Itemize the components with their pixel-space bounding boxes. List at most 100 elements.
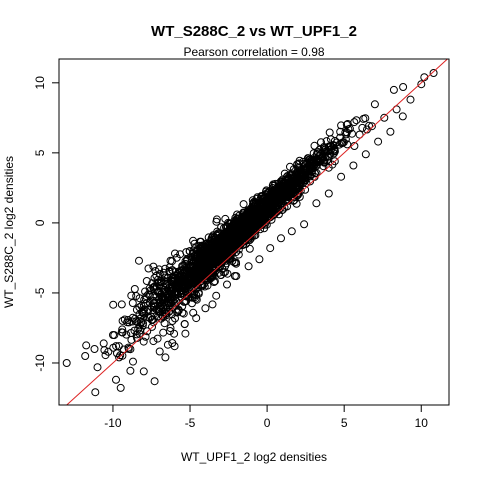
scatter-point [343,120,352,128]
scatter-point [286,162,294,171]
scatter-point [127,329,135,337]
scatter-point [294,190,302,199]
scatter-point [223,230,232,239]
scatter-point [389,85,398,94]
scatter-point [163,340,172,349]
scatter-point [283,192,292,200]
scatter-point [217,253,226,262]
scatter-point [234,250,243,259]
scatter-point [180,320,189,329]
scatter-point [137,317,146,326]
scatter-point [163,293,172,302]
scatter-point [166,283,174,292]
chart-subtitle: Pearson correlation = 0.98 [183,45,324,59]
scatter-point [358,123,367,132]
scatter-point [124,343,133,352]
scatter-point [319,155,328,164]
scatter-point [277,234,285,243]
scatter-point [127,291,136,300]
scatter-point [326,135,335,144]
scatter-point [171,249,179,258]
scatter-point [370,100,379,109]
plot-frame [58,58,450,406]
scatter-point [149,337,158,346]
scatter-point [148,279,157,288]
scatter-point [293,174,302,183]
scatter-point [283,182,292,191]
scatter-point [190,290,199,299]
scatter-point [149,306,158,314]
scatter-point [234,245,243,254]
scatter-point [170,342,179,351]
scatter-point [231,258,240,267]
scatter-point [174,306,183,315]
scatter-point [186,262,195,271]
scatter-point [196,259,205,268]
scatter-point [161,353,170,362]
scatter-point [314,149,323,158]
scatter-point [150,377,159,386]
scatter-point [135,256,143,265]
scatter-point [223,280,231,289]
scatter-point [367,122,376,131]
scatter-point [321,145,330,153]
scatter-point [261,202,270,211]
scatter-point [350,118,359,127]
scatter-point [241,240,250,249]
scatter-point [318,154,327,163]
scatter-point [229,231,238,240]
scatter-point [195,254,203,263]
scatter-point [216,233,225,242]
plot-area: -10 -5 0 5 10 -10 -5 0 5 10 [33,58,450,430]
scatter-point [337,172,346,181]
scatter-point [337,139,346,148]
scatter-point [293,177,302,186]
scatter-point [145,314,154,323]
scatter-point [349,161,358,170]
scatter-point [220,234,229,243]
scatter-point [232,272,241,281]
scatter-point [374,137,383,146]
scatter-point [210,233,219,242]
y-tick-label: 10 [33,76,47,90]
scatter-point [266,205,275,213]
scatter-point [284,192,293,201]
scatter-point [109,331,117,339]
scatter-point [191,255,200,264]
scatter-point [249,210,258,219]
scatter-point [232,238,241,247]
scatter-point [266,244,275,253]
scatter-point [245,244,254,253]
scatter-point [307,156,316,165]
scatter-point [128,317,137,326]
scatter-point [275,187,284,196]
scatter-point [231,221,240,230]
scatter-point [251,225,260,234]
scatter-point [117,300,126,309]
scatter-point [118,316,127,325]
scatter-point [139,337,148,346]
scatter-point [114,342,123,351]
scatter-point [429,69,438,77]
scatter-point [319,162,328,171]
scatter-point [120,315,129,324]
scatter-point [157,278,166,287]
scatter-point [176,276,185,285]
scatter-point [257,210,265,219]
scatter-point [188,278,197,286]
scatter-point [154,307,163,316]
scatter-point [201,304,210,313]
scatter-point [266,210,275,219]
scatter-point [90,345,99,353]
scatter-point [133,318,142,327]
scatter-point [293,160,302,169]
scatter-point [300,220,309,229]
y-tick-label: 5 [33,149,47,156]
scatter-point [144,264,153,273]
scatter-point [200,268,208,277]
scatter-point [93,363,102,372]
scatter-point [155,347,164,356]
scatter-point [168,317,177,325]
scatter-point [324,189,333,198]
scatter-point [310,141,319,150]
